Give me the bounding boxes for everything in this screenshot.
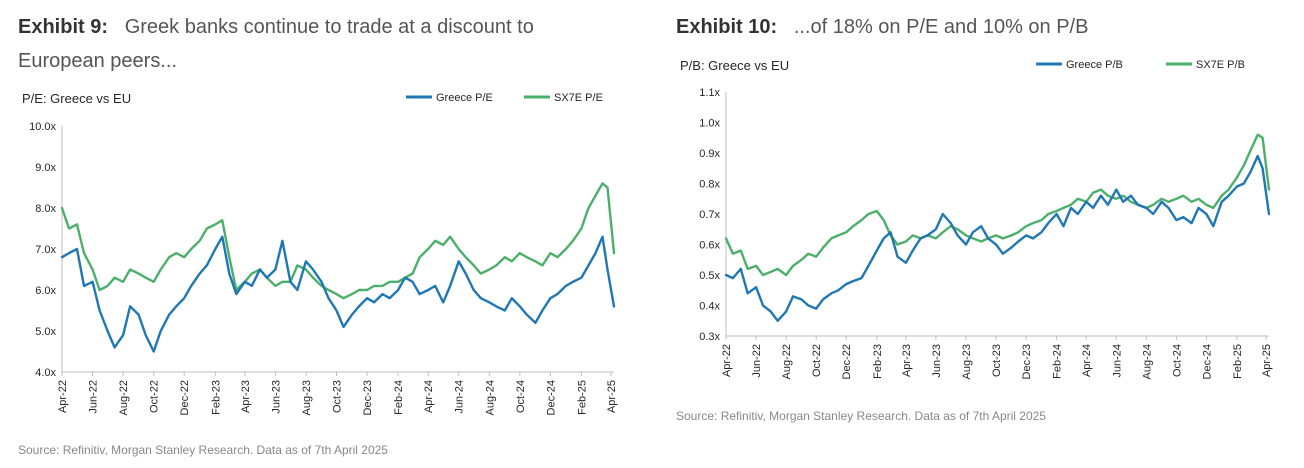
pe-x-tick-label: Feb-24 (393, 380, 405, 415)
pb-y-tick-label: 0.5x (699, 270, 720, 282)
pb-y-tick-label: 1.1x (699, 87, 720, 99)
pb-x-tick-label: Dec-23 (1021, 344, 1033, 379)
pb-x-tick-label: Apr-24 (1081, 344, 1093, 377)
pe-x-tick-label: Aug-22 (118, 380, 130, 415)
pe-x-tick-label: Dec-24 (545, 380, 557, 415)
exhibit-10-label: Exhibit 10: (676, 16, 778, 38)
pe-x-tick-label: Dec-22 (179, 380, 191, 415)
pe-chart-title: P/E: Greece vs EU (22, 91, 131, 106)
exhibit-10-heading: ...of 18% on P/E and 10% on P/B (793, 16, 1089, 38)
pe-chart: P/E: Greece vs EU Greece P/E SX7E P/E 4.0x 5… (22, 91, 618, 415)
exhibit-10-title: Exhibit 10: ...of 18% on P/E and 10% on … (676, 10, 1276, 44)
pb-x-tick-label: Jun-24 (1111, 344, 1123, 378)
pe-x-tick-label: Aug-23 (301, 380, 313, 415)
pe-x-tick-label: Apr-24 (423, 380, 435, 413)
pe-x-tick-label: Feb-25 (576, 380, 588, 415)
exhibit-9-label: Exhibit 9: (18, 16, 109, 38)
pb-x-tick-label: Jun-22 (751, 344, 763, 378)
pb-chart-title: P/B: Greece vs EU (680, 58, 789, 73)
pb-x-tick-label: Jun-23 (931, 344, 943, 378)
pe-x-tick-label: Feb-23 (210, 380, 222, 415)
pe-x-tick-label: Oct-22 (149, 380, 161, 413)
pb-x-tick-label: Aug-23 (961, 344, 973, 379)
pe-y-tick-label: 10.0x (29, 121, 56, 133)
pb-x-tick-label: Oct-22 (811, 344, 823, 377)
pb-x-tick-label: Oct-24 (1171, 344, 1183, 377)
pb-series-greece-p-b (724, 154, 1271, 322)
pb-x-tick-label: Dec-22 (841, 344, 853, 379)
pb-chart: P/B: Greece vs EU Greece P/B SX7E P/B 0.3x 0… (680, 58, 1273, 379)
pe-y-tick-label: 7.0x (35, 244, 56, 256)
exhibit-9-source: Source: Refinitiv, Morgan Stanley Resear… (18, 443, 388, 457)
pe-series-sx7e-p-e (60, 182, 616, 300)
pe-y-tick-label: 5.0x (35, 326, 56, 338)
pe-x-tick-label: Apr-23 (240, 380, 252, 413)
pe-x-tick-label: Oct-24 (515, 380, 527, 413)
pe-x-tick-label: Aug-24 (484, 380, 496, 415)
exhibit-9-title: Exhibit 9: Greek banks continue to trade… (18, 10, 618, 78)
pb-y-tick-label: 0.6x (699, 240, 720, 252)
pb-x-tick-label: Feb-25 (1232, 344, 1244, 379)
exhibit-10-source: Source: Refinitiv, Morgan Stanley Resear… (676, 409, 1046, 423)
pe-y-tick-label: 8.0x (35, 203, 56, 215)
pe-y-tick-label: 4.0x (35, 367, 56, 379)
exhibit-9-heading: Greek banks continue to trade at a disco… (18, 16, 534, 72)
pe-x-tick-label: Apr-25 (606, 380, 618, 413)
pb-x-tick-label: Aug-24 (1141, 344, 1153, 379)
pe-legend-label-2: SX7E P/E (554, 92, 603, 104)
pb-x-tick-label: Dec-24 (1201, 344, 1213, 379)
pb-x-tick-label: Apr-23 (901, 344, 913, 377)
pe-y-tick-label: 9.0x (35, 162, 56, 174)
pe-x-tick-label: Jun-23 (270, 380, 282, 414)
pe-legend-label-1: Greece P/E (436, 92, 493, 104)
pb-y-tick-label: 0.3x (699, 331, 720, 343)
pb-series-sx7e-p-b (724, 133, 1271, 277)
pe-series-greece-p-e (60, 235, 616, 353)
pe-x-tick-label: Jun-24 (454, 380, 466, 414)
pb-legend-label-1: Greece P/B (1066, 59, 1123, 71)
pe-y-tick-label: 6.0x (35, 285, 56, 297)
pb-x-tick-label: Aug-22 (781, 344, 793, 379)
pb-y-tick-label: 0.7x (699, 209, 720, 221)
pe-x-tick-label: Apr-22 (57, 380, 69, 413)
pe-x-tick-label: Dec-23 (362, 380, 374, 415)
pb-y-tick-label: 1.0x (699, 118, 720, 130)
pb-x-tick-label: Feb-24 (1052, 344, 1064, 379)
pb-y-tick-label: 0.4x (699, 301, 720, 313)
pb-x-tick-label: Oct-23 (991, 344, 1003, 377)
pb-x-tick-label: Feb-23 (872, 344, 884, 379)
pe-x-tick-label: Jun-22 (88, 380, 100, 414)
pe-x-tick-label: Oct-23 (331, 380, 343, 413)
pb-x-tick-label: Apr-22 (721, 344, 733, 377)
pb-y-tick-label: 0.9x (699, 148, 720, 160)
pb-y-tick-label: 0.8x (699, 179, 720, 191)
pb-x-tick-label: Apr-25 (1261, 344, 1273, 377)
pb-legend-label-2: SX7E P/B (1196, 59, 1245, 71)
